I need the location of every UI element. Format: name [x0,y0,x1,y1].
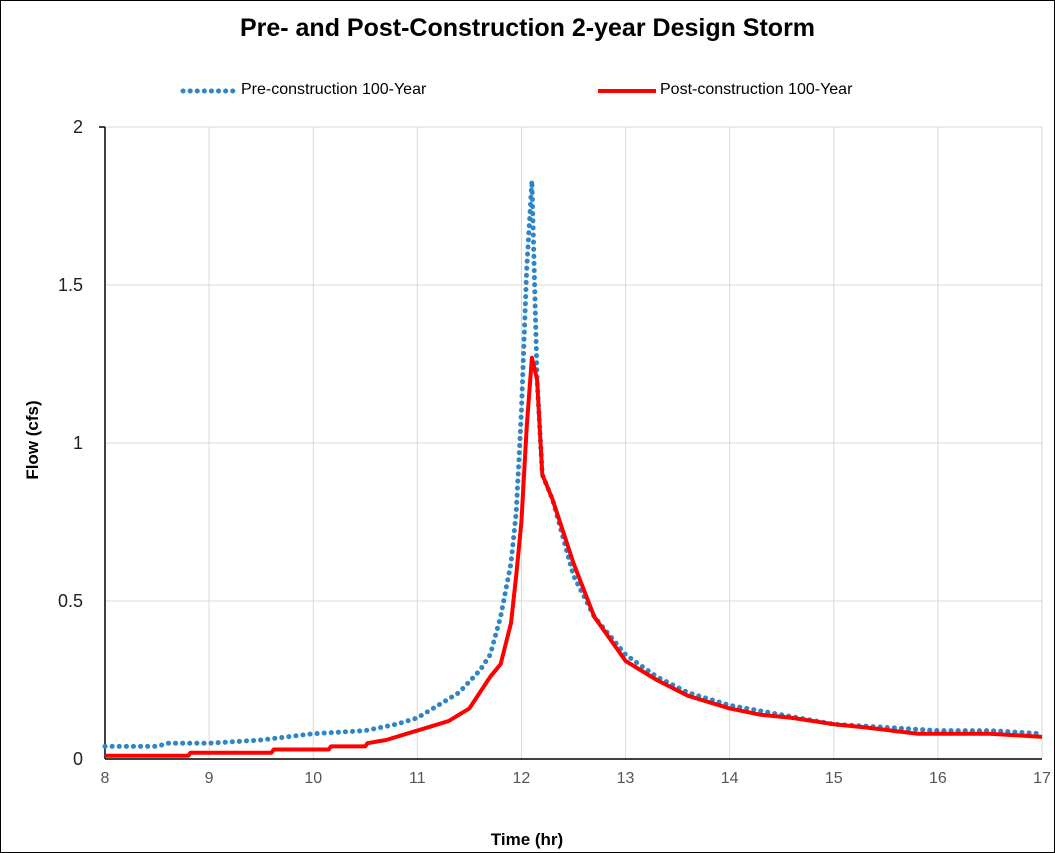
y-tick-label: 0 [73,749,83,769]
y-tick-label: 0.5 [58,591,83,611]
x-tick-label: 14 [721,770,739,787]
y-tick-label: 1.5 [58,275,83,295]
series-line-post-construction [105,355,1043,758]
x-tick-label: 10 [304,770,322,787]
legend-label-post: Post-construction 100-Year [660,81,853,98]
x-tick-label: 9 [205,770,214,787]
gridlines [99,126,1043,760]
series-line-pre-construction [102,178,1045,749]
x-tick-label: 12 [513,770,531,787]
legend: Pre-construction 100-Year Post-construct… [0,80,1055,102]
x-tick-label: 16 [929,770,947,787]
legend-label-pre: Pre-construction 100-Year [241,81,427,98]
x-tick-label: 8 [101,770,110,787]
x-tick-label: 11 [409,770,426,787]
chart-title: Pre- and Post-Construction 2-year Design… [239,14,816,42]
x-tick-label: 13 [617,770,635,787]
y-tick-labels: 0 0.5 1 1.5 2 [58,117,83,769]
series-lines [102,178,1045,758]
x-tick-label: 17 [1033,770,1051,787]
x-axis-title: Time (hr) [490,830,564,849]
x-tick-label: 15 [825,770,843,787]
legend-swatches [180,88,656,94]
y-tick-label: 1 [73,433,83,453]
x-tick-labels: 8 9 10 11 12 13 14 15 16 17 [101,770,1051,787]
y-tick-label: 2 [73,117,83,137]
